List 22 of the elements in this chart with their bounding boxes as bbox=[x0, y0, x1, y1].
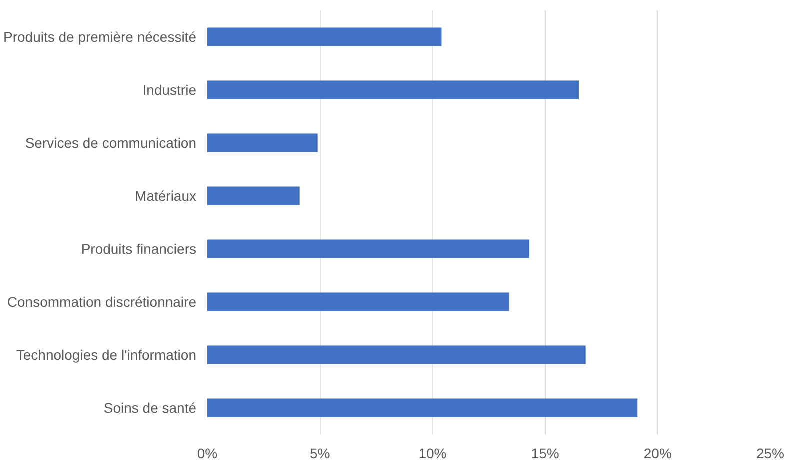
bar bbox=[208, 292, 510, 312]
y-tick-label: Services de communication bbox=[25, 135, 196, 151]
y-tick-label: Produits de première nécessité bbox=[4, 29, 197, 45]
bar bbox=[208, 134, 318, 152]
bar bbox=[208, 80, 580, 100]
x-tick-label: 5% bbox=[310, 446, 330, 462]
y-tick-label: Matériaux bbox=[135, 188, 196, 204]
y-tick-label: Technologies de l'information bbox=[16, 347, 197, 363]
bar bbox=[208, 240, 530, 258]
x-tick-label: 10% bbox=[418, 446, 447, 462]
y-tick-label: Produits financiers bbox=[81, 241, 197, 257]
bar bbox=[208, 28, 442, 46]
x-tick-label: 15% bbox=[531, 446, 560, 462]
bar bbox=[208, 398, 638, 418]
x-tick-label: 25% bbox=[756, 446, 785, 462]
bar bbox=[208, 346, 586, 364]
y-tick-label: Consommation discrétionnaire bbox=[7, 294, 197, 310]
bar bbox=[208, 186, 300, 206]
x-tick-label: 20% bbox=[644, 446, 672, 462]
x-tick-label: 0% bbox=[197, 446, 218, 462]
y-tick-label: Soins de santé bbox=[104, 400, 197, 416]
y-tick-label: Industrie bbox=[142, 82, 197, 98]
